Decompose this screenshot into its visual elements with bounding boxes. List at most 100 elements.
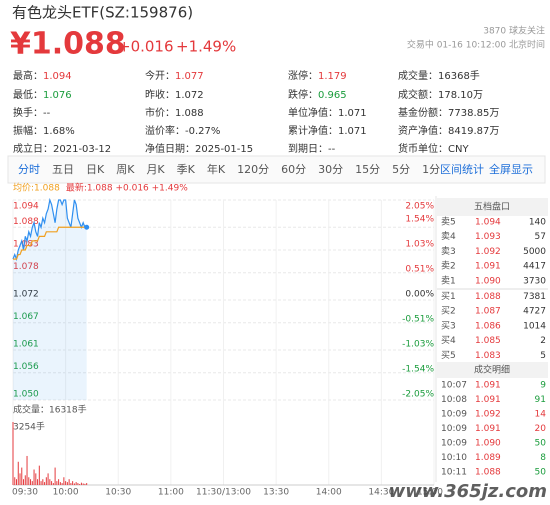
y-tick-label: 1.056 xyxy=(13,362,39,372)
watermark: www.365jz.com xyxy=(389,481,547,502)
stat-value: 1.071 xyxy=(338,108,367,119)
tab[interactable]: 月K xyxy=(146,163,165,176)
x-tick-label: 11:30/13:00 xyxy=(196,488,251,498)
y2-tick-label: 0.51% xyxy=(405,265,434,275)
stat-value: 1.077 xyxy=(175,71,204,82)
trade-time: 10:07 xyxy=(441,381,467,391)
followers: 3870 球友关注 xyxy=(483,25,545,37)
trade-price: 1.091 xyxy=(475,424,501,434)
book-price: 1.088 xyxy=(475,292,501,302)
change-pct: +1.49% xyxy=(176,38,236,56)
trade-price: 1.091 xyxy=(475,395,501,405)
y2-tick-label: 1.03% xyxy=(405,239,434,249)
stat-value: 8419.87万 xyxy=(448,126,499,137)
book-volume: 4727 xyxy=(523,307,546,317)
book-price: 1.091 xyxy=(475,262,501,272)
book-level: 卖1 xyxy=(441,275,456,286)
y2-tick-label: -1.03% xyxy=(402,340,434,350)
stat-label: 成交额： xyxy=(398,88,438,101)
y2-tick-label: 2.05% xyxy=(405,202,434,212)
trade-time: 10:10 xyxy=(441,453,467,463)
trade-price: 1.088 xyxy=(475,468,501,478)
stat-label: 今开： xyxy=(145,69,175,82)
stat-value: 178.10万 xyxy=(438,90,483,101)
title: 有色龙头ETF(SZ:159876) xyxy=(12,4,193,22)
stat-value: 16368手 xyxy=(438,69,480,82)
tab[interactable]: 季K xyxy=(177,163,196,176)
trade-price: 1.089 xyxy=(475,453,501,463)
stat-value: 2025-01-15 xyxy=(195,144,253,155)
book-level: 买2 xyxy=(441,306,456,317)
book-level: 卖5 xyxy=(441,217,456,228)
tab[interactable]: 分时 xyxy=(18,163,40,176)
tab[interactable]: 年K xyxy=(207,162,226,176)
book-volume: 3730 xyxy=(523,276,546,286)
change: +0.016 xyxy=(118,38,174,56)
stat-value: 1.076 xyxy=(43,90,72,101)
y2-tick-label: -0.51% xyxy=(402,314,434,324)
x-tick-label: 15:00 xyxy=(417,488,443,498)
trade-volume: 50 xyxy=(535,468,547,478)
trades-title: 成交明细 xyxy=(474,364,510,376)
tab[interactable]: 15分 xyxy=(355,163,380,176)
stat-value: -- xyxy=(328,144,336,155)
book-volume: 7381 xyxy=(523,292,546,302)
stat-label: 累计净值： xyxy=(288,124,338,137)
x-tick-label: 14:30 xyxy=(368,488,394,498)
x-tick-label: 13:30 xyxy=(263,488,289,498)
price-area xyxy=(13,200,87,400)
book-level: 买4 xyxy=(441,335,456,346)
tab[interactable]: 周K xyxy=(116,163,135,176)
stat-value: 1.072 xyxy=(175,90,204,101)
stat-label: 振幅： xyxy=(13,124,43,137)
book-level: 买3 xyxy=(441,320,456,331)
book-price: 1.085 xyxy=(475,336,501,346)
trade-volume: 20 xyxy=(535,424,547,434)
stat-value: CNY xyxy=(448,144,469,155)
book-level: 卖2 xyxy=(441,261,456,272)
tab[interactable]: 120分 xyxy=(237,163,269,176)
stat-label: 换手： xyxy=(13,106,43,119)
tab-action[interactable]: 全屏显示 xyxy=(489,162,533,176)
x-tick-label: 09:30 xyxy=(12,488,38,498)
stat-label: 基金份额： xyxy=(398,106,448,119)
tab-action[interactable]: 区间统计 xyxy=(440,163,484,176)
book-volume: 57 xyxy=(535,232,546,242)
stat-value: 0.965 xyxy=(318,90,347,101)
stat-label: 成立日： xyxy=(13,142,53,155)
stat-label: 最低： xyxy=(13,88,43,101)
stat-label: 净值日期： xyxy=(145,142,195,155)
tab[interactable]: 五日 xyxy=(52,163,74,176)
stat-label: 溢价率： xyxy=(145,124,185,137)
tab[interactable]: 30分 xyxy=(318,163,343,176)
stat-label: 涨停： xyxy=(288,69,318,82)
x-tick-label: 10:00 xyxy=(53,488,79,498)
book-price: 1.083 xyxy=(475,351,501,361)
last-point xyxy=(84,224,90,230)
tab[interactable]: 1分 xyxy=(422,163,440,176)
tab[interactable]: 60分 xyxy=(281,163,306,176)
avg-line xyxy=(13,226,87,260)
y-tick-label: 1.072 xyxy=(13,290,39,300)
trade-price: 1.090 xyxy=(475,439,501,449)
tab[interactable]: 日K xyxy=(86,163,105,176)
stat-value: 1.179 xyxy=(318,71,347,82)
book-price: 1.087 xyxy=(475,307,501,317)
stat-label: 成交量： xyxy=(398,69,438,82)
y2-tick-label: -2.05% xyxy=(402,390,434,400)
trade-time: 10:08 xyxy=(441,395,467,405)
trade-price: 1.091 xyxy=(475,381,501,391)
stat-value: 1.094 xyxy=(43,71,72,82)
tab[interactable]: 5分 xyxy=(392,163,410,176)
book-level: 卖4 xyxy=(441,231,456,242)
book-volume: 2 xyxy=(540,336,546,346)
book-price: 1.094 xyxy=(475,218,501,228)
stat-value: 2021-03-12 xyxy=(53,144,111,155)
trade-volume: 50 xyxy=(535,439,547,449)
book-volume: 1014 xyxy=(523,321,546,331)
y-tick-label: 1.078 xyxy=(13,262,39,272)
trade-time: 10:09 xyxy=(441,410,467,420)
book-level: 卖3 xyxy=(441,246,456,257)
stat-label: 到期日： xyxy=(288,143,328,155)
book-price: 1.086 xyxy=(475,321,501,331)
